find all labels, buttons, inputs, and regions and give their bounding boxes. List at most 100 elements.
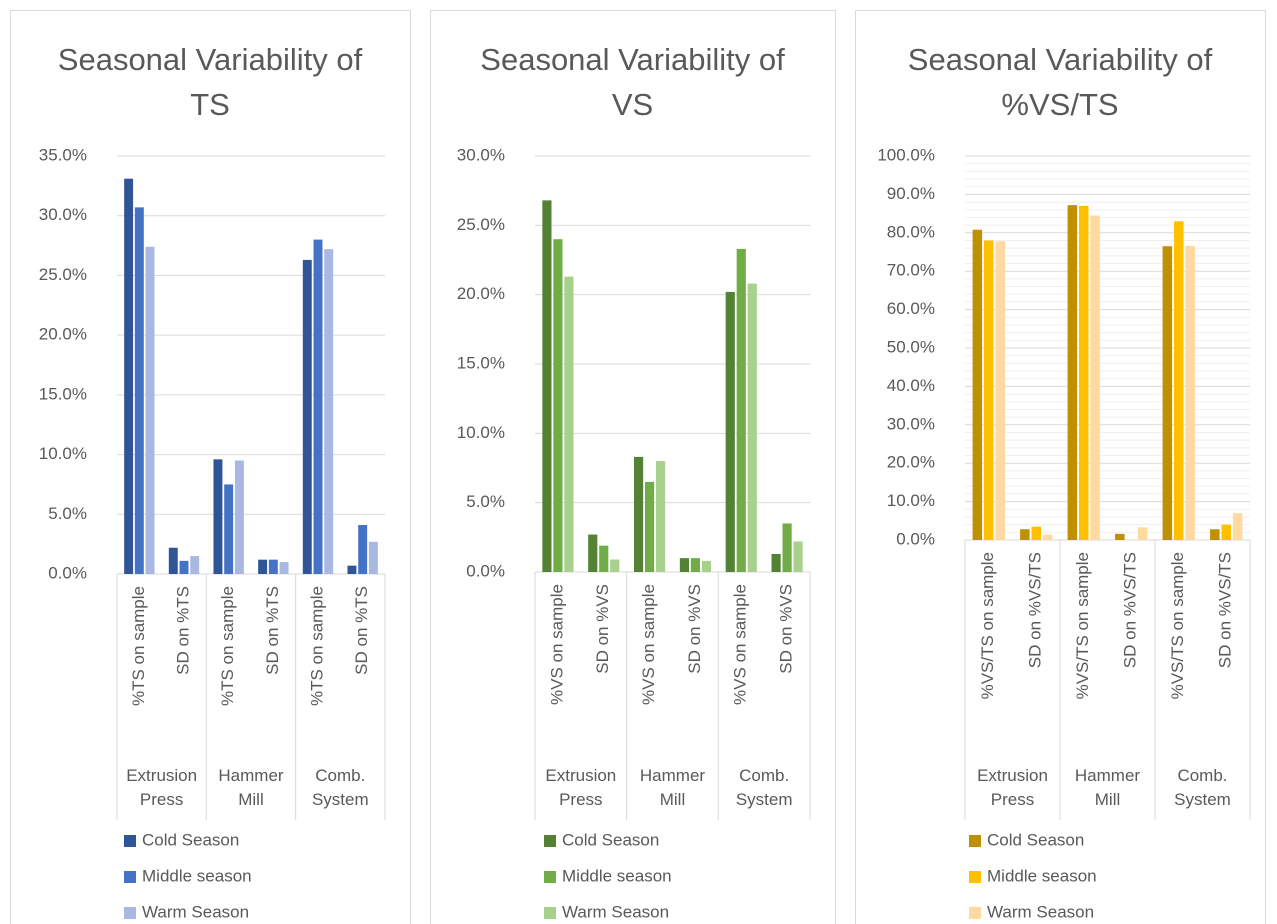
panel: [855, 10, 1266, 924]
y-tick-label: 25.0%: [457, 215, 505, 234]
group-label: Hammer Mill: [639, 766, 706, 809]
x-tick-label: SD on %VS/TS: [1121, 552, 1140, 668]
group-label: Hammer Mill: [1074, 766, 1141, 809]
bar: [1079, 205, 1089, 541]
y-tick-label: 0.0%: [466, 561, 505, 580]
y-tick-label: 5.0%: [466, 492, 505, 511]
x-tick-label: SD on %TS: [263, 586, 282, 675]
group-label: Extrusion Press: [545, 766, 617, 809]
bar: [302, 259, 312, 574]
bar: [782, 523, 792, 572]
bar: [656, 461, 666, 572]
group-label: Hammer Mill: [218, 766, 284, 809]
group-label: Extrusion Press: [126, 766, 198, 809]
x-tick-label: %VS on sample: [547, 584, 566, 705]
legend-label: Cold Season: [987, 830, 1084, 849]
bar: [679, 558, 689, 572]
bar: [610, 559, 620, 572]
x-tick-label: %VS on sample: [731, 584, 750, 705]
bar: [234, 460, 244, 574]
bar: [179, 560, 189, 574]
y-tick-label: 0.0%: [896, 529, 935, 548]
legend-label: Middle season: [562, 866, 672, 885]
bar: [1115, 533, 1125, 540]
y-tick-label: 35.0%: [39, 145, 87, 164]
y-tick-label: 60.0%: [887, 299, 935, 318]
x-tick-label: SD on %TS: [173, 586, 192, 675]
legend-label: Middle season: [142, 866, 252, 885]
bar: [145, 246, 155, 574]
x-tick-label: SD on %VS: [777, 584, 796, 674]
bar: [1221, 524, 1231, 540]
bar: [736, 248, 746, 572]
x-tick-label: %VS/TS on sample: [1168, 552, 1187, 699]
legend-label: Cold Season: [562, 830, 659, 849]
bar: [1162, 246, 1173, 541]
y-tick-label: 5.0%: [48, 504, 87, 523]
bar: [690, 558, 700, 572]
x-tick-label: %TS on sample: [218, 586, 237, 706]
bar: [725, 291, 735, 572]
x-tick-label: SD on %VS/TS: [1026, 552, 1045, 668]
y-tick-label: 10.0%: [39, 444, 87, 463]
panel: [10, 10, 411, 924]
bar: [1174, 221, 1184, 540]
bar: [1042, 534, 1053, 540]
bar: [358, 525, 368, 574]
x-tick-label: SD on %TS: [352, 586, 371, 675]
x-tick-label: %VS/TS on sample: [978, 552, 997, 699]
bar: [368, 541, 378, 574]
bar: [258, 559, 268, 574]
x-tick-label: %TS on sample: [129, 586, 148, 706]
bar: [268, 559, 278, 574]
x-tick-label: SD on %VS: [593, 584, 612, 674]
legend-label: Warm Season: [987, 902, 1094, 921]
legend-swatch: [124, 907, 136, 919]
y-tick-label: 25.0%: [39, 265, 87, 284]
y-tick-label: 50.0%: [887, 337, 935, 356]
bar: [1232, 513, 1243, 540]
group-label: Comb. System: [1174, 766, 1231, 809]
bar: [588, 534, 598, 572]
y-tick-label: 100.0%: [877, 145, 935, 164]
bar: [1137, 527, 1148, 540]
legend-label: Warm Season: [562, 902, 669, 921]
group-label: Comb. System: [735, 766, 793, 809]
y-tick-label: 30.0%: [39, 205, 87, 224]
legend-swatch: [544, 835, 556, 847]
x-tick-label: %VS on sample: [639, 584, 658, 705]
bar: [213, 459, 223, 574]
x-tick-label: %VS/TS on sample: [1073, 552, 1092, 699]
legend-swatch: [969, 907, 981, 919]
bar: [224, 484, 234, 574]
x-tick-label: SD on %VS/TS: [1216, 552, 1235, 668]
y-tick-label: 20.0%: [887, 453, 935, 472]
bar: [1210, 529, 1220, 540]
bar: [542, 200, 552, 572]
y-tick-label: 15.0%: [457, 353, 505, 372]
legend-swatch: [124, 871, 136, 883]
bar: [1067, 205, 1078, 541]
legend-label: Cold Season: [142, 830, 239, 849]
bar: [599, 545, 609, 572]
bar: [645, 481, 655, 572]
bar: [313, 239, 323, 574]
y-tick-label: 0.0%: [48, 563, 87, 582]
bar: [1090, 215, 1100, 540]
bar: [1020, 529, 1030, 540]
bar: [279, 562, 289, 574]
y-tick-label: 40.0%: [887, 376, 935, 395]
group-label: Comb. System: [311, 766, 369, 809]
bar: [771, 553, 781, 572]
legend-label: Middle season: [987, 866, 1097, 885]
bar: [124, 178, 134, 575]
bar: [190, 556, 200, 574]
legend-label: Warm Season: [142, 902, 249, 921]
bar: [995, 241, 1005, 541]
bar: [793, 541, 803, 572]
bar: [634, 456, 644, 572]
y-tick-label: 15.0%: [39, 384, 87, 403]
bar: [747, 283, 757, 572]
